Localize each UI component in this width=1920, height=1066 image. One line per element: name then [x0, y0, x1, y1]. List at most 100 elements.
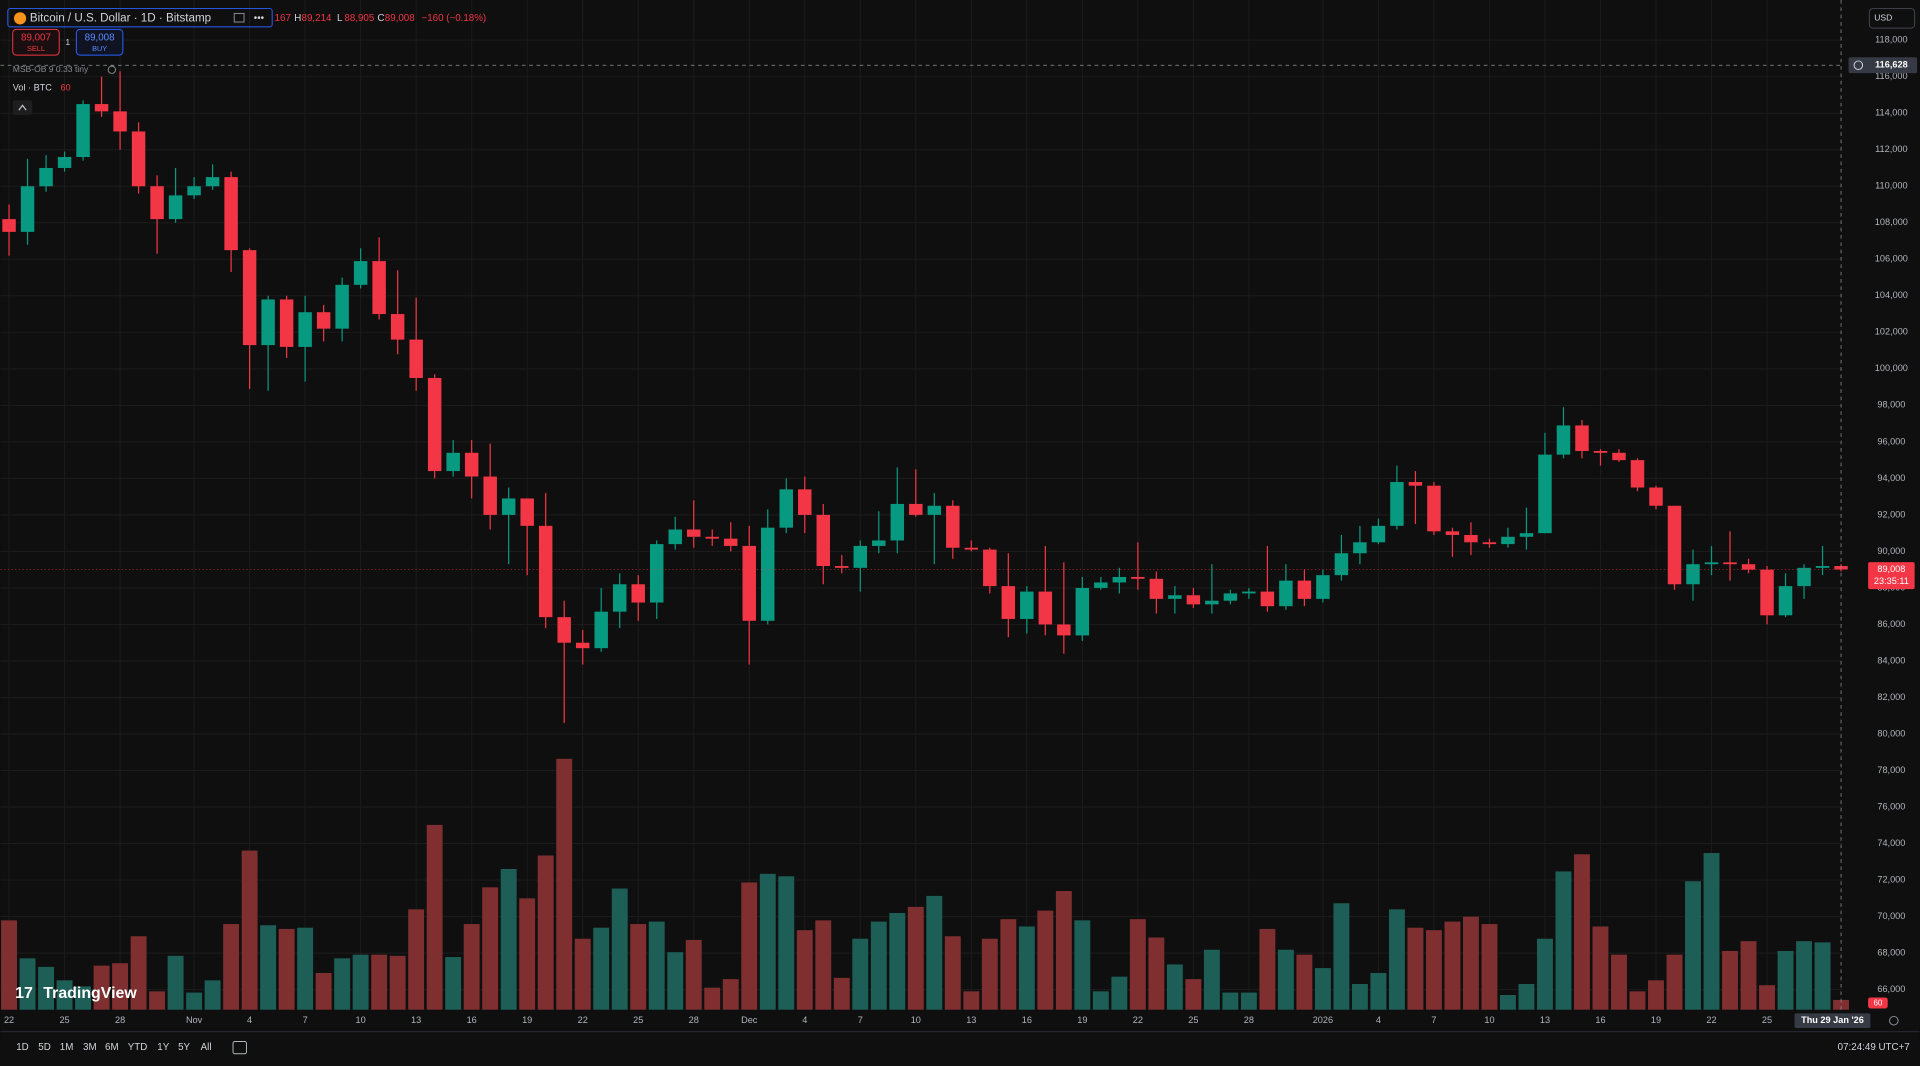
candle-body: [872, 540, 886, 546]
last-price: 89,008: [1877, 564, 1905, 574]
volume-bar: [278, 928, 295, 1010]
y-tick-label: 86,000: [1877, 619, 1905, 629]
x-tick-label: 2026: [1313, 1015, 1333, 1025]
y-tick-label: 106,000: [1875, 254, 1908, 264]
candle-body: [575, 642, 590, 649]
volume-bar: [1518, 984, 1535, 1010]
volume-bar: [38, 966, 55, 1010]
x-tick-label: 7: [858, 1015, 863, 1025]
candle-body: [724, 538, 738, 546]
countdown: 23:35:11: [1874, 576, 1909, 586]
y-tick-label: 90,000: [1877, 546, 1905, 556]
volume-label[interactable]: Vol · BTC: [13, 83, 53, 93]
volume-bar: [445, 957, 462, 1010]
candle-body: [557, 617, 571, 643]
x-tick-label: 28: [115, 1015, 125, 1025]
volume-bar: [334, 958, 351, 1010]
y-tick-label: 76,000: [1877, 801, 1905, 811]
add-alert-icon[interactable]: [1853, 60, 1864, 70]
timeframe-bar: 1D 5D 1M 3M 6M YTD 1Y 5Y All: [16, 1042, 211, 1053]
badge-box: [1868, 997, 1888, 1009]
volume-bar: [593, 927, 610, 1010]
indicator-label[interactable]: MSB-OB 9 0.33 tiny: [13, 64, 89, 74]
volume-bar: [630, 924, 647, 1010]
candle-body: [187, 186, 201, 196]
candle-body: [1667, 505, 1682, 585]
volume-bar: [1833, 999, 1850, 1010]
candle-body: [501, 498, 516, 515]
crosshair-price-box: [1848, 57, 1918, 74]
timeframe-button[interactable]: YTD: [128, 1042, 148, 1053]
y-tick-label: 78,000: [1877, 765, 1905, 775]
close-value: 89,008: [385, 13, 415, 24]
crosshair-date: Thu 29 Jan '26: [1801, 1015, 1864, 1025]
x-tick-label: 28: [689, 1015, 699, 1025]
symbol-box[interactable]: [7, 8, 273, 28]
timeframe-button[interactable]: 1Y: [157, 1042, 169, 1053]
volume-bar: [1055, 890, 1072, 1010]
badge: 60: [1873, 999, 1882, 1008]
volume-bar: [944, 936, 961, 1010]
timeframe-button[interactable]: 6M: [105, 1042, 119, 1053]
x-tick-label: 22: [578, 1015, 588, 1025]
candle-body: [631, 584, 645, 603]
volume-bar: [1481, 924, 1498, 1010]
volume-bar: [852, 938, 869, 1010]
y-tick-label: 116,000: [1875, 71, 1907, 81]
timeframe-button[interactable]: 5D: [38, 1042, 51, 1053]
candle-body: [1815, 566, 1830, 568]
more[interactable]: •••: [254, 13, 265, 24]
timeframe-button[interactable]: 5Y: [178, 1042, 190, 1053]
settings-icon[interactable]: [1889, 1015, 1899, 1026]
volume-bar: [1740, 941, 1757, 1010]
timeframe-button[interactable]: 1D: [16, 1042, 29, 1053]
change: −160 (−0.18%): [421, 13, 486, 24]
candle-body: [1760, 569, 1774, 616]
x-tick-label: 7: [303, 1015, 308, 1025]
bars-icon[interactable]: [233, 12, 245, 23]
timeframe-button[interactable]: 3M: [83, 1042, 97, 1053]
volume-bar: [1666, 954, 1683, 1010]
x-tick-label: 22: [1706, 1015, 1716, 1025]
x-tick-label: Nov: [186, 1015, 203, 1025]
x-tick-label: 4: [802, 1015, 807, 1025]
volume-bar: [1759, 985, 1775, 1010]
y-tick-label: 66,000: [1877, 984, 1905, 994]
volume-pane: [1, 758, 1850, 1010]
logo[interactable]: TradingView: [43, 985, 137, 1002]
x-tick-label: 13: [411, 1015, 421, 1025]
volume-bar: [1425, 930, 1442, 1010]
x-tick-label: 25: [59, 1015, 69, 1025]
candle-body: [131, 131, 146, 187]
sell-button[interactable]: [12, 28, 60, 56]
timeframe-button[interactable]: All: [201, 1042, 212, 1053]
candle-body: [687, 529, 701, 537]
collapse-button[interactable]: [12, 100, 33, 116]
candle-body: [1464, 534, 1478, 543]
candle-body: [649, 544, 664, 603]
spread: 1: [65, 37, 70, 47]
volume-bar: [75, 986, 92, 1010]
volume-length: 60: [60, 83, 70, 93]
x-tick-label: 16: [1022, 1015, 1032, 1025]
timeframe-button[interactable]: 1M: [60, 1042, 74, 1053]
volume-bar: [1277, 949, 1294, 1010]
high-value: 89,214: [302, 13, 332, 24]
calendar-icon[interactable]: [232, 1041, 247, 1055]
candle-body: [279, 299, 294, 347]
currency-button[interactable]: [1868, 8, 1916, 29]
y-tick-label: 118,000: [1875, 35, 1907, 45]
candle-body: [927, 505, 942, 515]
buy-button[interactable]: [75, 28, 124, 56]
candle-body: [94, 104, 109, 112]
eye-icon[interactable]: [107, 65, 117, 74]
candle-body: [1445, 531, 1460, 535]
x-tick-label: 4: [247, 1015, 252, 1025]
x-tick-label: 10: [911, 1015, 921, 1025]
volume-bar: [1388, 909, 1405, 1010]
volume-bar: [648, 921, 665, 1010]
x-tick-label: 25: [1762, 1015, 1772, 1025]
candle-body: [1427, 485, 1441, 532]
symbol[interactable]: Bitcoin / U.S. Dollar · 1D · Bitstamp: [30, 11, 211, 24]
candle-body: [1630, 460, 1645, 488]
